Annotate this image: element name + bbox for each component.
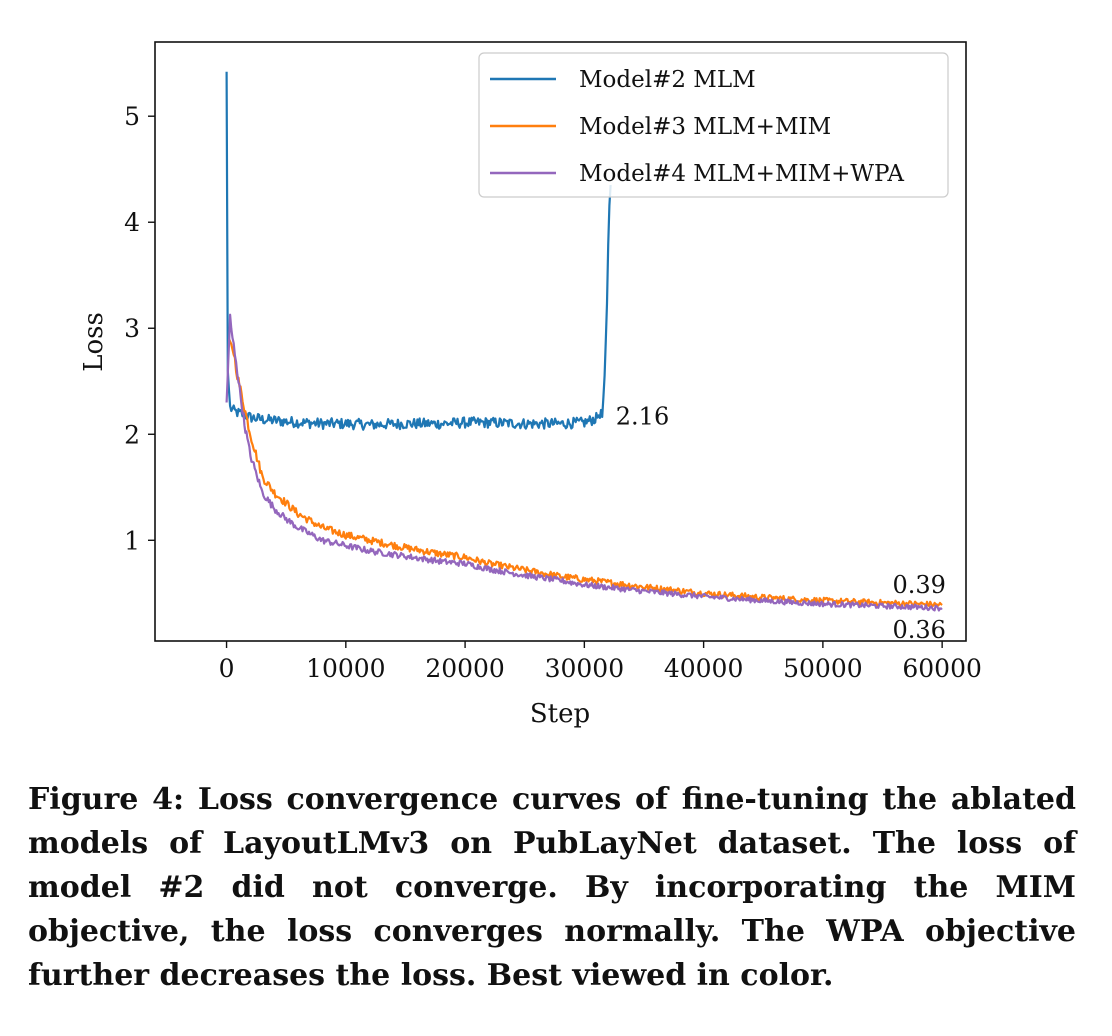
annotation-label: 0.36 [892, 616, 945, 644]
x-tick-label: 30000 [545, 654, 625, 683]
legend-label: Model#2 MLM [579, 67, 756, 93]
y-tick-label: 5 [124, 102, 140, 131]
x-tick-label: 10000 [306, 654, 386, 683]
y-tick-label: 2 [124, 420, 140, 449]
legend-items: Model#2 MLM Model#3 MLM+MIM Model#4 MLM+MI… [490, 67, 904, 187]
legend-box [478, 52, 949, 198]
y-tick-label: 4 [124, 208, 140, 237]
annotation-label: 2.16 [616, 402, 669, 430]
figure-caption: Figure 4: Loss convergence curves of fin… [28, 782, 1076, 993]
plot-frame [154, 41, 967, 642]
annotation-label: 0.39 [892, 571, 945, 599]
legend-label: Model#4 MLM+MIM+WPA [579, 161, 904, 187]
series-layer [225, 71, 943, 612]
ticks-layer: 0 10000 20000 30000 40000 50000 60000 1 2 3 4 5 [124, 102, 982, 683]
x-tick-label: 20000 [425, 654, 505, 683]
y-axis-title: Loss [79, 312, 109, 372]
y-tick-label: 3 [124, 314, 140, 343]
x-tick-label: 50000 [783, 654, 863, 683]
legend: Model#2 MLM Model#3 MLM+MIM Model#4 MLM+MI… [478, 52, 949, 198]
loss-chart: 0 10000 20000 30000 40000 50000 60000 1 2 3 4 5 2.1… [79, 41, 982, 729]
legend-label: Model#3 MLM+MIM [579, 114, 831, 140]
series-line-1 [225, 71, 612, 431]
x-axis-title: Step [530, 699, 590, 729]
x-tick-label: 40000 [664, 654, 744, 683]
annotation-layer: 2.16 0.39 0.36 [616, 402, 946, 644]
series-line-3 [225, 313, 943, 612]
y-tick-label: 1 [124, 526, 140, 555]
series-line-2 [227, 338, 943, 608]
x-tick-label: 60000 [902, 654, 982, 683]
x-tick-label: 0 [219, 654, 235, 683]
